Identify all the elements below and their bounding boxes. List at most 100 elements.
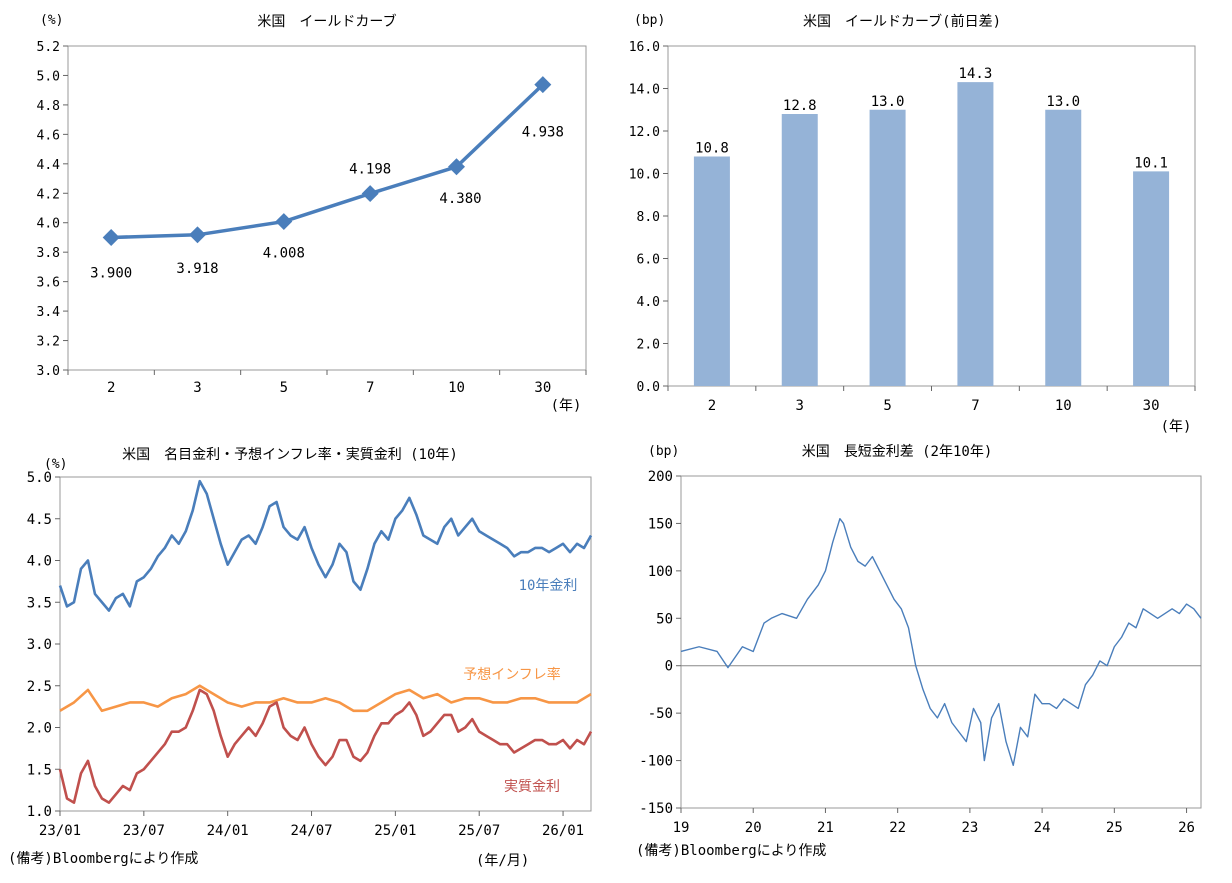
y-tick-label: -100	[639, 754, 673, 770]
x-tick-label: 30	[1143, 398, 1160, 414]
x-tick-label: 23/01	[39, 823, 81, 839]
yield-curve-chart: (%) 米国 イールドカーブ (年) 3.0 3.2 3.4 3.6 3.8 4.0 4.2…	[37, 13, 587, 414]
bar-value-label: 13.0	[871, 94, 905, 110]
rates-10y-frame	[59, 476, 592, 812]
y-tick-label: 6.0	[637, 253, 660, 268]
y-tick-label: 1.0	[27, 804, 52, 820]
x-tick-label: 30	[534, 380, 551, 396]
y-tick-label: -50	[648, 706, 673, 722]
data-label: 3.918	[176, 261, 218, 277]
spread-ylabel: (bp)	[648, 444, 679, 459]
y-tick-label: 4.2	[37, 187, 60, 202]
yield-curve-plot: 3.900 3.918 4.008 4.198 4.380 4.938	[90, 76, 564, 281]
spread-chart: (bp) 米国 長短金利差 (2年10年) -150 -100 -50 0 50 100 1…	[639, 444, 1202, 836]
yield-change-title: 米国 イールドカーブ(前日差)	[803, 13, 1001, 30]
y-tick-label: 3.5	[27, 595, 52, 611]
y-tick-label: 4.6	[37, 128, 60, 143]
yield-change-chart: (bp) 米国 イールドカーブ(前日差) (年) 0.0 2.0 4.0 6.0 8.0…	[629, 13, 1196, 435]
x-tick-label: 24/07	[290, 823, 332, 839]
yield-curve-ylabel: (%)	[40, 13, 63, 28]
yield-curve-y-ticks: 3.0 3.2 3.4 3.6 3.8 4.0 4.2 4.4 4.6 4.8 5.0 5.2	[37, 40, 68, 379]
y-tick-label: 3.0	[27, 637, 52, 653]
data-label: 4.380	[439, 191, 481, 207]
spread-title: 米国 長短金利差 (2年10年)	[802, 444, 993, 460]
yield-change-y-ticks: 0.0 2.0 4.0 6.0 8.0 10.0 12.0 14.0 16.0	[629, 40, 668, 395]
data-label: 4.008	[263, 246, 305, 262]
y-tick-label: 4.0	[37, 217, 60, 232]
rates-10y-chart: (%) 米国 名目金利・予想インフレ率・実質金利 (10年) 1.0 1.5 2.0…	[27, 446, 593, 839]
x-tick-label: 21	[817, 820, 834, 836]
y-tick-label: 4.8	[37, 99, 60, 114]
y-tick-label: 4.0	[637, 295, 660, 310]
bar	[957, 82, 994, 386]
rates-10y-x-ticks: 23/01 23/07 24/01 24/07 25/01 25/07 26/01	[39, 811, 584, 839]
y-tick-label: 4.4	[37, 158, 61, 173]
spread-plot	[680, 517, 1202, 767]
rates-10y-y-ticks: 1.0 1.5 2.0 2.5 3.0 3.5 4.0 4.5 5.0	[27, 470, 60, 820]
series-line-10年金利	[58, 479, 593, 612]
source-note-left: (備考)Bloombergにより作成	[8, 851, 199, 867]
yield-change-frame	[667, 45, 1196, 387]
unit-note-bottom: (年/月)	[476, 853, 530, 869]
y-tick-label: 0.0	[637, 380, 660, 395]
bar	[781, 114, 818, 386]
y-tick-label: 4.0	[27, 554, 52, 570]
y-tick-label: 150	[648, 516, 673, 532]
legend-10y-rate: 10年金利	[519, 578, 578, 594]
y-tick-label: 10.0	[629, 168, 660, 183]
x-tick-label: 5	[883, 398, 891, 414]
data-label: 4.938	[522, 125, 564, 141]
bar-value-label: 14.3	[959, 66, 993, 82]
series-line-実質金利	[58, 688, 593, 804]
yield-change-xlabel: (年)	[1161, 419, 1192, 435]
x-tick-label: 19	[673, 820, 690, 836]
legend-real-rate: 実質金利	[504, 779, 560, 795]
data-point	[275, 213, 293, 231]
yield-curve-xlabel: (年)	[551, 398, 582, 414]
y-tick-label: 100	[648, 564, 673, 580]
bar	[1133, 171, 1170, 386]
data-label: 4.198	[349, 162, 391, 178]
y-tick-label: 200	[648, 469, 673, 485]
yield-curve-title: 米国 イールドカーブ	[257, 13, 396, 30]
spread-y-ticks: -150 -100 -50 0 50 100 150 200	[639, 469, 681, 817]
x-tick-label: 23/07	[123, 823, 165, 839]
y-tick-label: 2.5	[27, 679, 52, 695]
y-tick-label: 12.0	[629, 125, 660, 140]
y-tick-label: 50	[656, 611, 673, 627]
x-tick-label: 25/07	[458, 823, 500, 839]
data-point	[189, 226, 206, 244]
bar-value-label: 10.8	[695, 141, 729, 157]
y-tick-label: 3.0	[37, 364, 60, 379]
x-tick-label: 26/01	[542, 823, 584, 839]
series-line-長短金利差	[680, 517, 1202, 767]
data-point	[534, 76, 552, 94]
bar	[869, 109, 906, 386]
y-tick-label: 2.0	[637, 338, 660, 353]
x-tick-label: 23	[961, 820, 978, 836]
source-note-right: (備考)Bloombergにより作成	[636, 843, 827, 859]
rates-10y-title: 米国 名目金利・予想インフレ率・実質金利 (10年)	[122, 446, 458, 463]
data-point	[361, 185, 379, 203]
y-tick-label: 16.0	[629, 40, 660, 55]
yield-change-ylabel: (bp)	[634, 13, 665, 28]
x-tick-label: 20	[745, 820, 762, 836]
data-label: 3.900	[90, 265, 132, 281]
spread-x-ticks: 19 20 21 22 23 24 25 26	[673, 808, 1195, 836]
y-tick-label: 3.2	[37, 335, 60, 350]
y-tick-label: 1.5	[27, 762, 52, 778]
y-tick-label: 5.0	[27, 470, 52, 486]
y-tick-label: 8.0	[637, 210, 660, 225]
x-tick-label: 10	[1055, 398, 1072, 414]
x-tick-label: 2	[708, 398, 716, 414]
bar	[1045, 109, 1082, 386]
y-tick-label: 3.6	[37, 276, 60, 291]
y-tick-label: 14.0	[629, 83, 660, 98]
x-tick-label: 2	[107, 380, 115, 396]
x-tick-label: 22	[889, 820, 906, 836]
y-tick-label: 0	[665, 659, 673, 675]
yield-change-plot: 10.8 12.8 13.0 14.3 13.0 10.1	[693, 66, 1170, 386]
x-tick-label: 25	[1106, 820, 1123, 836]
yield-change-x-ticks: 2 3 5 7 10 30	[667, 386, 1196, 414]
data-point	[448, 158, 465, 176]
